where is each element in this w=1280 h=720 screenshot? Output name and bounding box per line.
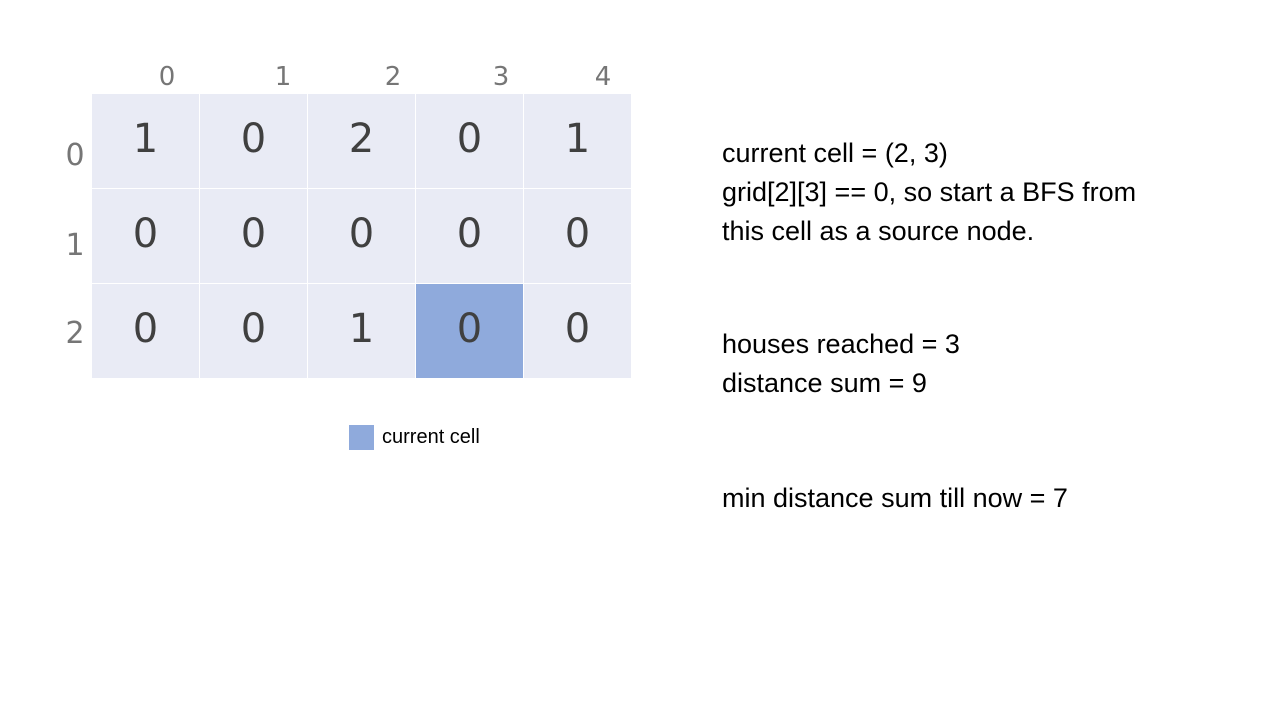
info-source-line: this cell as a source node. <box>722 216 1035 246</box>
info-houses-reached: houses reached = 3 <box>722 329 960 359</box>
legend-swatch <box>349 425 374 450</box>
info-current-cell: current cell = (2, 3) <box>722 138 948 168</box>
grid-cell-1-4: 0 <box>524 189 631 283</box>
column-label-2: 2 <box>384 62 402 92</box>
grid-cell-1-1: 0 <box>200 189 307 283</box>
column-label-3: 3 <box>492 62 510 92</box>
grid-cell-2-2: 1 <box>308 284 415 378</box>
grid-cell-1-2: 0 <box>308 189 415 283</box>
grid-cell-0-2: 2 <box>308 94 415 188</box>
legend-label: current cell <box>382 426 480 448</box>
info-block-current: current cell = (2, 3) grid[2][3] == 0, s… <box>722 134 1136 251</box>
grid-cell-1-0: 0 <box>92 189 199 283</box>
grid: 1 0 2 0 1 0 0 0 0 0 0 0 1 0 0 <box>92 94 631 378</box>
column-label-1: 1 <box>274 62 292 92</box>
info-block-min: min distance sum till now = 7 <box>722 479 1068 518</box>
column-label-4: 4 <box>594 62 612 92</box>
row-label-2: 2 <box>65 316 85 351</box>
info-bfs-line: grid[2][3] == 0, so start a BFS from <box>722 177 1137 207</box>
grid-cell-0-0: 1 <box>92 94 199 188</box>
row-label-0: 0 <box>65 138 85 173</box>
grid-cell-2-0: 0 <box>92 284 199 378</box>
grid-cell-1-3: 0 <box>416 189 523 283</box>
grid-cell-0-1: 0 <box>200 94 307 188</box>
grid-cell-2-1: 0 <box>200 284 307 378</box>
info-distance-sum: distance sum = 9 <box>722 368 927 398</box>
info-min-distance: min distance sum till now = 7 <box>722 483 1068 513</box>
grid-cell-2-3: 0 <box>416 284 523 378</box>
grid-cell-0-3: 0 <box>416 94 523 188</box>
grid-cell-0-4: 1 <box>524 94 631 188</box>
legend: current cell <box>349 425 480 450</box>
grid-cell-2-4: 0 <box>524 284 631 378</box>
row-label-1: 1 <box>65 228 85 263</box>
info-block-stats: houses reached = 3 distance sum = 9 <box>722 325 960 403</box>
column-label-0: 0 <box>158 62 176 92</box>
